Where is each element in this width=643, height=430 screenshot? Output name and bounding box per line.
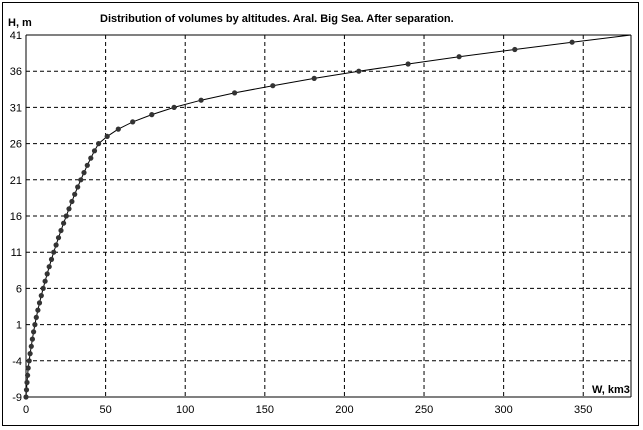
x-tick-label: 250 xyxy=(415,404,433,416)
x-tick-label: 350 xyxy=(574,404,592,416)
y-tick-label: 26 xyxy=(10,139,22,151)
data-point xyxy=(270,83,276,89)
y-tick-label: 1 xyxy=(16,320,22,332)
x-tick-label: 0 xyxy=(23,404,29,416)
data-point xyxy=(48,256,55,262)
data-point xyxy=(78,177,84,183)
x-tick-label: 200 xyxy=(335,404,353,416)
data-point xyxy=(38,293,44,299)
x-tick-label: 50 xyxy=(99,404,111,416)
data-point xyxy=(23,394,29,400)
data-point xyxy=(25,365,31,371)
data-point xyxy=(69,198,75,205)
y-tick-label: 16 xyxy=(10,211,22,223)
data-point xyxy=(356,68,362,74)
data-point xyxy=(66,206,72,212)
gridlines xyxy=(26,35,631,397)
data-point xyxy=(26,358,32,364)
y-tick-label: 6 xyxy=(16,283,22,295)
data-point xyxy=(28,343,34,349)
data-point xyxy=(115,126,121,132)
x-axis-label: W, km3 xyxy=(592,384,630,396)
data-point xyxy=(456,54,462,60)
data-point xyxy=(36,300,43,306)
data-point xyxy=(46,264,52,270)
data-point xyxy=(53,242,59,248)
data-point xyxy=(33,314,39,320)
data-point xyxy=(149,112,155,118)
y-axis-label: H, m xyxy=(8,17,32,29)
y-tick-label: -4 xyxy=(12,356,22,368)
data-point xyxy=(96,141,102,147)
data-point xyxy=(23,387,30,393)
data-point xyxy=(81,170,87,176)
data-point xyxy=(91,148,98,154)
y-tick-label: 21 xyxy=(10,175,22,187)
data-point xyxy=(232,90,238,96)
y-tick-label: -9 xyxy=(12,392,22,404)
data-point xyxy=(569,39,575,45)
data-point xyxy=(58,227,64,234)
x-tick-labels: 0 50 100 150 200 250 300 350 xyxy=(23,404,592,416)
data-point xyxy=(29,336,35,342)
chart-frame xyxy=(2,2,639,426)
data-point xyxy=(84,162,90,168)
x-tick-label: 100 xyxy=(176,404,194,416)
data-point xyxy=(61,220,67,226)
data-point xyxy=(25,372,31,378)
data-point xyxy=(198,97,204,103)
data-point xyxy=(104,133,110,139)
data-point xyxy=(63,213,69,219)
data-point xyxy=(55,235,62,241)
data-point xyxy=(88,155,94,161)
data-point xyxy=(42,278,48,284)
y-tick-label: 36 xyxy=(10,66,22,78)
data-point xyxy=(24,379,30,386)
data-point xyxy=(171,104,177,110)
data-point xyxy=(51,249,57,255)
data-point xyxy=(30,329,37,335)
data-point xyxy=(72,191,78,197)
x-tick-label: 300 xyxy=(494,404,512,416)
chart-title: Distribution of volumes by altitudes. Ar… xyxy=(100,13,454,25)
y-tick-label: 31 xyxy=(10,102,22,114)
data-point xyxy=(311,75,317,81)
data-point xyxy=(35,307,41,313)
axes xyxy=(25,34,632,398)
x-tick-label: 150 xyxy=(256,404,274,416)
series-group xyxy=(23,34,632,400)
data-point xyxy=(27,351,33,357)
y-tick-label: 41 xyxy=(10,30,22,42)
data-point xyxy=(75,184,81,190)
data-point xyxy=(40,285,46,291)
data-point xyxy=(32,322,38,328)
data-point xyxy=(44,271,50,277)
data-point xyxy=(130,119,136,125)
data-point xyxy=(512,46,518,53)
y-tick-label: 11 xyxy=(11,247,22,259)
data-point xyxy=(405,61,411,67)
